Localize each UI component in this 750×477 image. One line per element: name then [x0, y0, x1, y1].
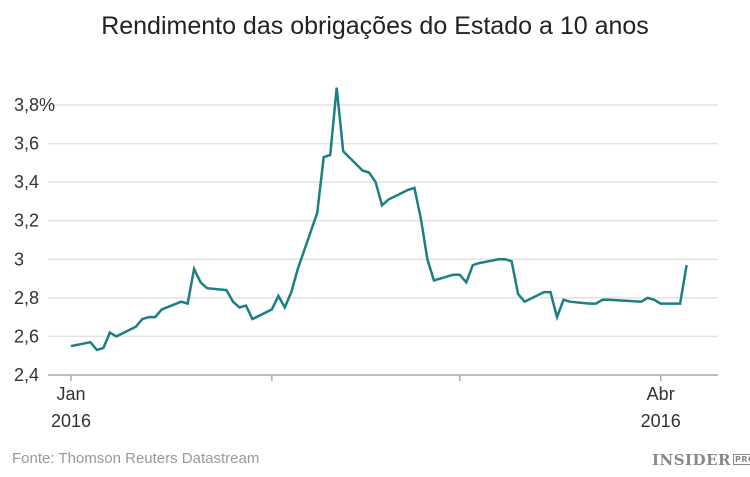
y-axis: 2,4 2,6 2,8 3 3,2 3,4 3,6 3,8%	[14, 95, 55, 385]
y-tick-label: 2,6	[14, 326, 39, 346]
y-tick-label: 3,2	[14, 211, 39, 231]
y-tick-label: 3,6	[14, 134, 39, 154]
y-tick-label: 3,4	[14, 172, 39, 192]
source-note: Fonte: Thomson Reuters Datastream	[12, 450, 260, 467]
gridlines	[48, 104, 718, 338]
y-tick-label: 2,8	[14, 288, 39, 308]
yield-line	[70, 87, 688, 352]
y-tick-label: 3,8%	[14, 95, 55, 115]
insider-pro-logo: INSIDERPRO	[652, 451, 750, 469]
y-tick-label: 2,4	[14, 365, 39, 385]
x-tick-year: 2016	[51, 411, 91, 431]
series-layer	[70, 87, 688, 352]
x-tick-label: Jan	[56, 384, 85, 404]
x-tick-year: 2016	[641, 411, 681, 431]
x-axis: Jan 2016 Abr 2016	[48, 374, 718, 431]
y-tick-label: 3	[14, 249, 24, 269]
x-tick-label: Abr	[647, 384, 675, 404]
chart-title: Rendimento das obrigações do Estado a 10…	[101, 12, 649, 40]
